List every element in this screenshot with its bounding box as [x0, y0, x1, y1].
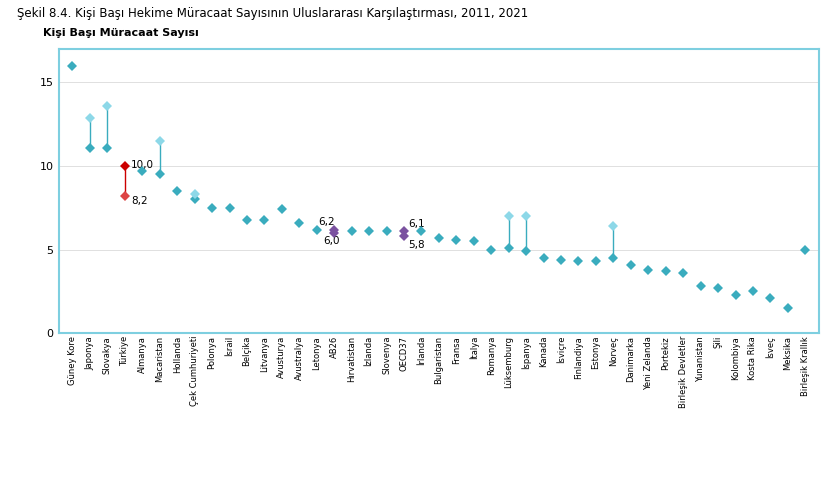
Text: 5,8: 5,8: [408, 240, 425, 249]
Text: 10,0: 10,0: [131, 160, 154, 170]
Text: 6,1: 6,1: [408, 219, 425, 229]
Text: 8,2: 8,2: [131, 196, 148, 206]
Text: Şekil 8.4. Kişi Başı Hekime Müracaat Sayısının Uluslararası Karşılaştırması, 201: Şekil 8.4. Kişi Başı Hekime Müracaat Say…: [17, 7, 528, 21]
Text: Kişi Başı Müracaat Sayısı: Kişi Başı Müracaat Sayısı: [43, 27, 199, 38]
Text: 6,2: 6,2: [319, 217, 335, 227]
Text: 6,0: 6,0: [324, 236, 340, 246]
